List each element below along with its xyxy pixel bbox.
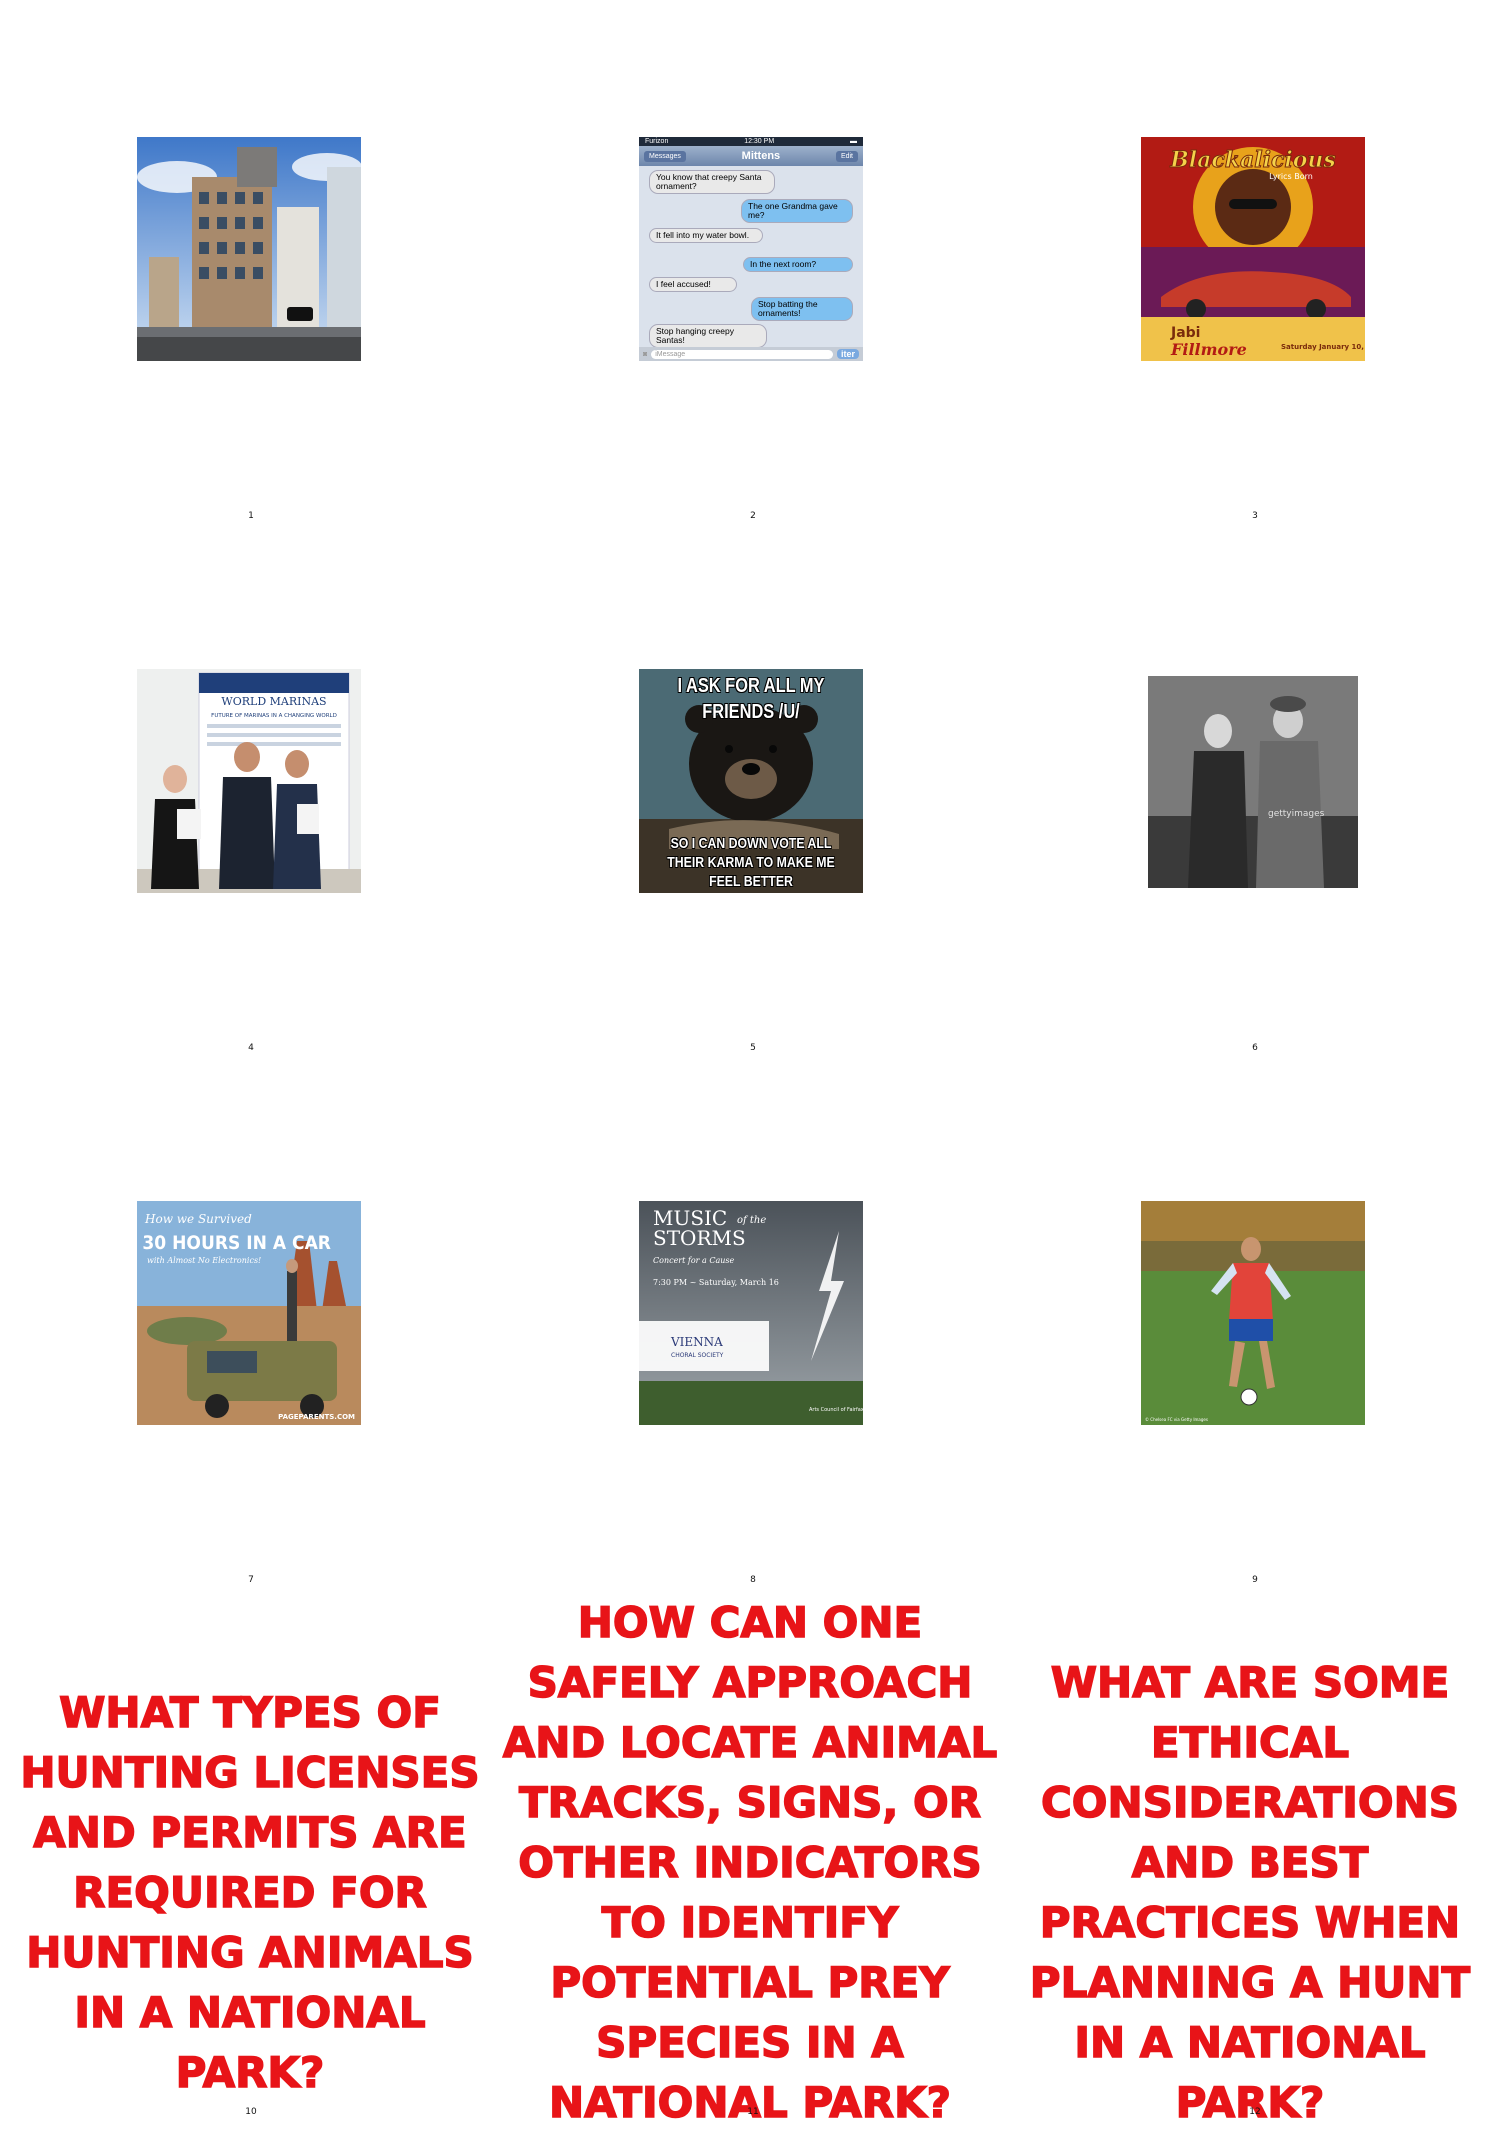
- title-storms: STORMS: [653, 1226, 746, 1250]
- building-photo: [137, 137, 361, 361]
- phone-screen: Furizon 12:30 PM ▬ Messages Mittens Edit…: [639, 137, 863, 361]
- message-bubble: I feel accused!: [649, 277, 737, 292]
- org-sub: CHORAL SOCIETY: [671, 1352, 724, 1359]
- storm-poster-art: MUSIC of the STORMS Concert for a Cause …: [639, 1201, 863, 1425]
- watermark-text: gettyimages: [1268, 809, 1325, 819]
- poster-title: Blackalicious: [1169, 147, 1336, 173]
- nav-bar: Messages Mittens Edit: [639, 146, 863, 166]
- message-bubble: It fell into my water bowl.: [649, 228, 763, 243]
- image-concert-poster: Blackalicious Lyrics Born Jabi Fillmore …: [1141, 137, 1365, 361]
- sponsor-text: Arts Council of Fairfax County: [809, 1407, 863, 1413]
- label-2: 2: [750, 511, 756, 521]
- concert-date: 7:30 PM ~ Saturday, March 16: [653, 1278, 779, 1287]
- status-bar: Furizon 12:30 PM ▬: [639, 137, 863, 146]
- message-input: iMessage: [651, 349, 833, 359]
- camera-icon: ◙: [643, 350, 648, 358]
- photo-credit: © Chelsea FC via Getty Images: [1145, 1417, 1208, 1422]
- edit-button: Edit: [835, 150, 858, 162]
- poster-line2: 30 HOURS IN A CAR: [142, 1232, 331, 1254]
- label-9: 9: [1252, 1575, 1258, 1585]
- poster-subtitle: Lyrics Born: [1269, 172, 1313, 181]
- image-road-trip: How we Survived 30 HOURS IN A CAR with A…: [137, 1201, 361, 1425]
- label-8: 8: [750, 1575, 756, 1585]
- poster-line1: How we Survived: [144, 1212, 252, 1226]
- time-label: 12:30 PM: [744, 138, 775, 145]
- message-bubble: Stop batting the ornaments!: [751, 297, 853, 321]
- award-photo-art: WORLD MARINAS FUTURE OF MARINAS IN A CHA…: [137, 669, 361, 893]
- poster-site: PAGEPARENTS.COM: [278, 1413, 355, 1421]
- label-7: 7: [248, 1575, 254, 1585]
- bear-art: [639, 669, 863, 893]
- contact-name: Mittens: [741, 150, 781, 162]
- poster-venue: Fillmore: [1170, 340, 1247, 359]
- poster-date: Saturday January 10, 2004: [1281, 343, 1365, 351]
- poster-art: Blackalicious Lyrics Born Jabi Fillmore …: [1141, 137, 1365, 361]
- meme-top-text: I ASK FOR ALL MY FRIENDS /U/: [677, 675, 825, 723]
- meme-bottom-text: SO I CAN DOWN VOTE ALL THEIR KARMA TO MA…: [667, 835, 835, 890]
- concert-label: Concert for a Cause: [653, 1256, 734, 1265]
- question-animal-tracks: HOW CAN ONE SAFELY APPROACH AND LOCATE A…: [502, 1597, 998, 2128]
- image-storm-poster: MUSIC of the STORMS Concert for a Cause …: [639, 1201, 863, 1425]
- image-football-player: © Chelsea FC via Getty Images: [1141, 1201, 1365, 1425]
- org-name: VIENNA: [670, 1335, 723, 1349]
- image-vintage-photo: gettyimages: [1148, 676, 1358, 888]
- title-music: MUSIC: [653, 1206, 727, 1230]
- label-1: 1: [248, 511, 254, 521]
- send-button: iter: [836, 349, 859, 359]
- message-bubble: In the next room?: [743, 257, 853, 272]
- road-trip-art: How we Survived 30 HOURS IN A CAR with A…: [137, 1201, 361, 1425]
- image-text-messages: Furizon 12:30 PM ▬ Messages Mittens Edit…: [639, 137, 863, 361]
- image-building: [137, 137, 361, 361]
- message-bubble: You know that creepy Santa ornament?: [649, 170, 775, 194]
- message-bubble: Stop hanging creepy Santas!: [649, 324, 767, 348]
- back-button: Messages: [644, 150, 686, 162]
- title-of: of the: [737, 1215, 766, 1226]
- input-bar: ◙ iMessage iter: [639, 347, 863, 361]
- sign-subtitle: FUTURE OF MARINAS IN A CHANGING WORLD: [211, 713, 337, 719]
- poster-line3: with Almost No Electronics!: [147, 1256, 261, 1265]
- message-bubble: The one Grandma gave me?: [741, 199, 853, 223]
- label-6: 6: [1252, 1043, 1258, 1053]
- label-10: 10: [245, 2107, 257, 2117]
- poster-act: Jabi: [1170, 325, 1200, 341]
- vintage-photo-art: gettyimages: [1148, 676, 1358, 888]
- label-5: 5: [750, 1043, 756, 1053]
- label-4: 4: [248, 1043, 254, 1053]
- label-3: 3: [1252, 511, 1258, 521]
- football-art: © Chelsea FC via Getty Images: [1141, 1201, 1365, 1425]
- question-hunting-licenses: WHAT TYPES OF HUNTING LICENSES AND PERMI…: [20, 1687, 481, 2098]
- image-bear-meme: I ASK FOR ALL MY FRIENDS /U/ SO I CAN DO…: [639, 669, 863, 893]
- battery-icon: ▬: [850, 138, 857, 145]
- carrier-label: Furizon: [645, 138, 669, 145]
- sign-title: WORLD MARINAS: [221, 695, 326, 708]
- image-award-photo: WORLD MARINAS FUTURE OF MARINAS IN A CHA…: [137, 669, 361, 893]
- label-12: 12: [1249, 2107, 1261, 2117]
- question-ethical-considerations: WHAT ARE SOME ETHICAL CONSIDERATIONS AND…: [1029, 1657, 1471, 2128]
- label-11: 11: [747, 2107, 759, 2117]
